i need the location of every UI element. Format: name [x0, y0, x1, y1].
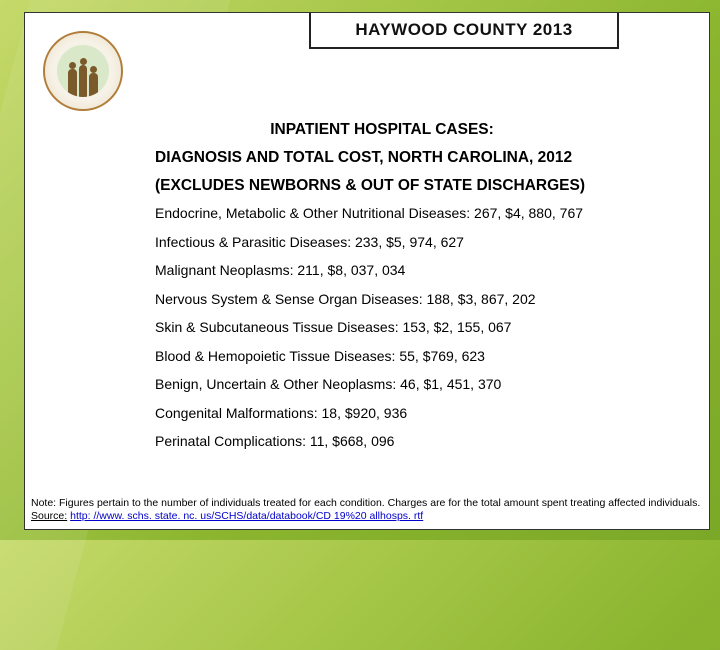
- source-link[interactable]: http: //www. schs. state. nc. us/SCHS/da…: [70, 510, 423, 522]
- heading-3: (EXCLUDES NEWBORNS & OUT OF STATE DISCHA…: [155, 177, 669, 195]
- data-row: Endocrine, Metabolic & Other Nutritional…: [155, 205, 669, 223]
- data-row: Nervous System & Sense Organ Diseases: 1…: [155, 291, 669, 309]
- seal-figures: [68, 61, 98, 97]
- data-row: Blood & Hemopoietic Tissue Diseases: 55,…: [155, 348, 669, 366]
- seal-figure-icon: [68, 69, 77, 97]
- footnote: Note: Figures pertain to the number of i…: [31, 497, 703, 523]
- title-box: HAYWOOD COUNTY 2013: [309, 13, 619, 49]
- seal-inner: [57, 45, 109, 97]
- slide-frame: HAYWOOD COUNTY 2013 INPATIENT HOSPITAL C…: [24, 12, 710, 530]
- county-seal: [43, 31, 123, 111]
- data-row: Skin & Subcutaneous Tissue Diseases: 153…: [155, 319, 669, 337]
- data-row: Infectious & Parasitic Diseases: 233, $5…: [155, 234, 669, 252]
- content-block: INPATIENT HOSPITAL CASES: DIAGNOSIS AND …: [155, 121, 669, 462]
- seal-figure-icon: [79, 65, 88, 97]
- data-row: Benign, Uncertain & Other Neoplasms: 46,…: [155, 376, 669, 394]
- footnote-note: Note: Figures pertain to the number of i…: [31, 497, 700, 509]
- slide-title: HAYWOOD COUNTY 2013: [355, 20, 572, 40]
- data-row: Malignant Neoplasms: 211, $8, 037, 034: [155, 262, 669, 280]
- source-label: Source:: [31, 510, 67, 522]
- seal-figure-icon: [89, 73, 98, 97]
- heading-1: INPATIENT HOSPITAL CASES:: [95, 121, 669, 139]
- seal-outer-ring: [43, 31, 123, 111]
- data-row: Congenital Malformations: 18, $920, 936: [155, 405, 669, 423]
- heading-2: DIAGNOSIS AND TOTAL COST, NORTH CAROLINA…: [155, 149, 669, 167]
- data-row: Perinatal Complications: 11, $668, 096: [155, 433, 669, 451]
